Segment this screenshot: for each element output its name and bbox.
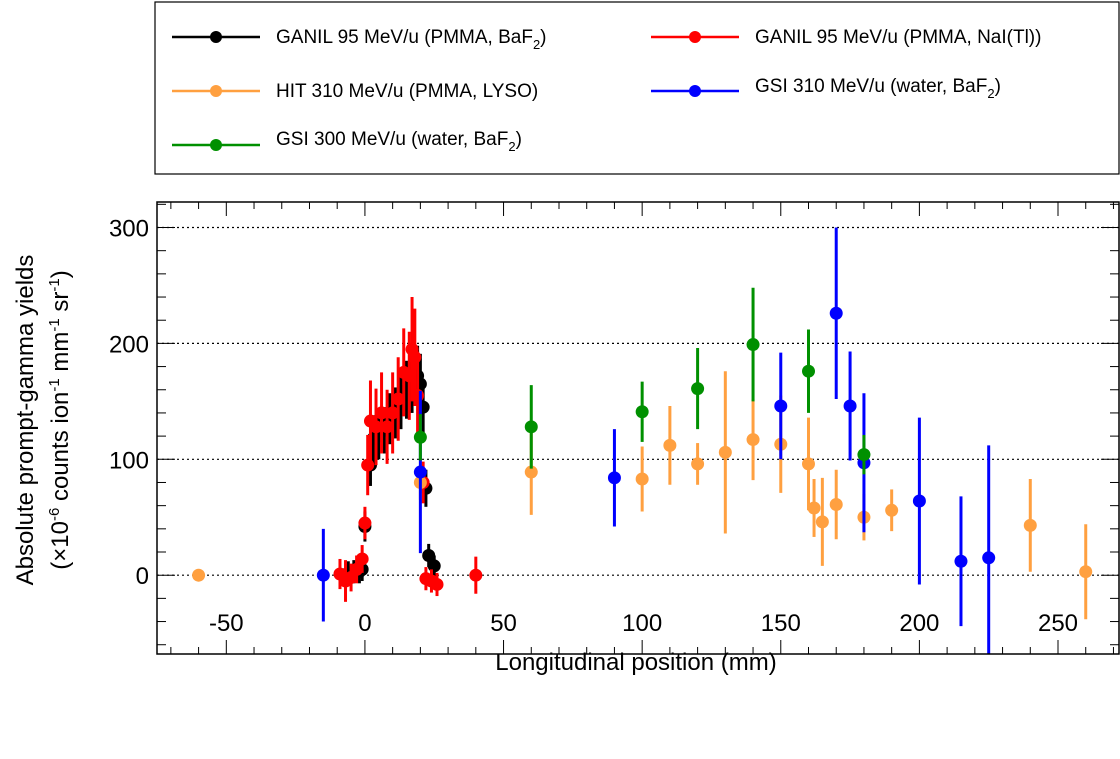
data-point-hit-3 <box>635 472 649 486</box>
data-marks <box>192 227 1093 654</box>
x-tick-label: -50 <box>209 610 244 637</box>
data-point-gsi300-2 <box>635 405 649 419</box>
x-tick-label: 0 <box>358 610 371 637</box>
data-point-ganil_nai-12 <box>391 392 405 406</box>
x-axis-title: Longitudinal position (mm) <box>495 649 776 676</box>
legend-label-ganil-baf2: GANIL 95 MeV/u (PMMA, BaF2) <box>276 27 547 52</box>
x-tick-label: 150 <box>761 610 801 637</box>
data-point-ganil_nai-3 <box>350 562 364 576</box>
data-point-gsi310-3 <box>774 399 788 413</box>
data-point-hit-12 <box>829 497 843 511</box>
data-point-hit-6 <box>718 445 732 459</box>
data-point-gsi310-0 <box>316 568 330 582</box>
data-point-gsi310-2 <box>607 471 621 485</box>
data-point-ganil_nai-9 <box>375 406 389 420</box>
axis-ticks <box>157 202 1119 654</box>
data-point-hit-11 <box>815 515 829 529</box>
y-tick-label: 0 <box>136 563 149 590</box>
y-tick-label: 200 <box>109 331 149 358</box>
data-point-hit-9 <box>801 457 815 471</box>
data-point-hit-14 <box>885 503 899 517</box>
legend-item-gsi300: GSI 300 MeV/u (water, BaF2) <box>172 129 522 154</box>
legend-box <box>154 1 1120 175</box>
data-point-gsi300-1 <box>524 420 538 434</box>
y-tick-label: 100 <box>109 447 149 474</box>
data-point-hit-10 <box>807 501 821 515</box>
data-point-hit-4 <box>663 438 677 452</box>
data-point-hit-16 <box>1079 565 1093 579</box>
data-point-gsi300-3 <box>691 382 705 396</box>
data-point-ganil_baf2-19 <box>427 559 441 573</box>
x-tick-labels: -50 0 50 100 150 200 250 <box>209 610 1078 637</box>
data-point-hit-15 <box>1023 518 1037 532</box>
data-point-gsi310-4 <box>829 306 843 320</box>
data-point-gsi310-8 <box>954 554 968 568</box>
x-tick-label: 100 <box>622 610 662 637</box>
legend-label-hit: HIT 310 MeV/u (PMMA, LYSO) <box>276 81 538 102</box>
series-gsi300 <box>413 287 871 475</box>
data-point-gsi310-9 <box>982 551 996 565</box>
data-point-gsi310-7 <box>912 494 926 508</box>
data-point-hit-7 <box>746 433 760 447</box>
legend-item-gsi310: GSI 310 MeV/u (water, BaF2) <box>651 76 1001 101</box>
data-point-hit-2 <box>524 465 538 479</box>
y-tick-label: 300 <box>109 215 149 242</box>
data-point-hit-0 <box>192 568 206 582</box>
data-point-ganil_nai-22 <box>469 568 483 582</box>
data-point-ganil_nai-5 <box>358 516 372 530</box>
legend-label-gsi300: GSI 300 MeV/u (water, BaF2) <box>276 129 522 154</box>
data-point-gsi300-0 <box>413 430 427 444</box>
legend: GANIL 95 MeV/u (PMMA, BaF2) GANIL 95 MeV… <box>154 1 1120 175</box>
plot-area: -50 0 50 100 150 200 250 0 100 200 300 <box>109 201 1120 655</box>
data-point-ganil_nai-4 <box>355 552 369 566</box>
y-tick-labels: 0 100 200 300 <box>109 215 149 590</box>
plot-frame <box>156 201 1120 655</box>
x-tick-label: 250 <box>1038 610 1078 637</box>
data-point-ganil_nai-10 <box>380 420 394 434</box>
legend-item-ganil-nai: GANIL 95 MeV/u (PMMA, NaI(Tl)) <box>651 27 1041 48</box>
data-point-ganil_nai-11 <box>386 406 400 420</box>
data-point-ganil_nai-6 <box>361 458 375 472</box>
y-axis-title-line1: Absolute prompt-gamma yields <box>12 255 39 586</box>
data-point-ganil_nai-16 <box>408 350 422 364</box>
legend-item-hit: HIT 310 MeV/u (PMMA, LYSO) <box>172 81 538 102</box>
data-point-gsi300-5 <box>801 364 815 378</box>
legend-label-ganil-nai: GANIL 95 MeV/u (PMMA, NaI(Tl)) <box>755 27 1041 48</box>
data-point-ganil_nai-21 <box>430 577 444 591</box>
data-point-gsi300-6 <box>857 448 871 462</box>
y-axis-title-line2: (×10-6 counts ion-1 mm-1 sr-1) <box>46 270 74 569</box>
data-point-ganil_nai-17 <box>411 389 425 403</box>
data-point-ganil_nai-8 <box>369 420 383 434</box>
data-point-gsi310-5 <box>843 399 857 413</box>
data-point-gsi300-4 <box>746 338 760 352</box>
x-tick-label: 200 <box>899 610 939 637</box>
x-tick-label: 50 <box>490 610 517 637</box>
data-point-ganil_baf2-18 <box>422 548 436 562</box>
data-point-gsi310-1 <box>413 465 427 479</box>
legend-item-ganil-baf2: GANIL 95 MeV/u (PMMA, BaF2) <box>172 27 547 52</box>
series-ganil_nai <box>333 297 483 602</box>
legend-label-gsi310: GSI 310 MeV/u (water, BaF2) <box>755 76 1001 101</box>
data-point-hit-5 <box>691 457 705 471</box>
y-axis-title: Absolute prompt-gamma yields <box>12 255 39 586</box>
y-axis-title-units: (×10-6 counts ion-1 mm-1 sr-1) <box>46 270 74 569</box>
